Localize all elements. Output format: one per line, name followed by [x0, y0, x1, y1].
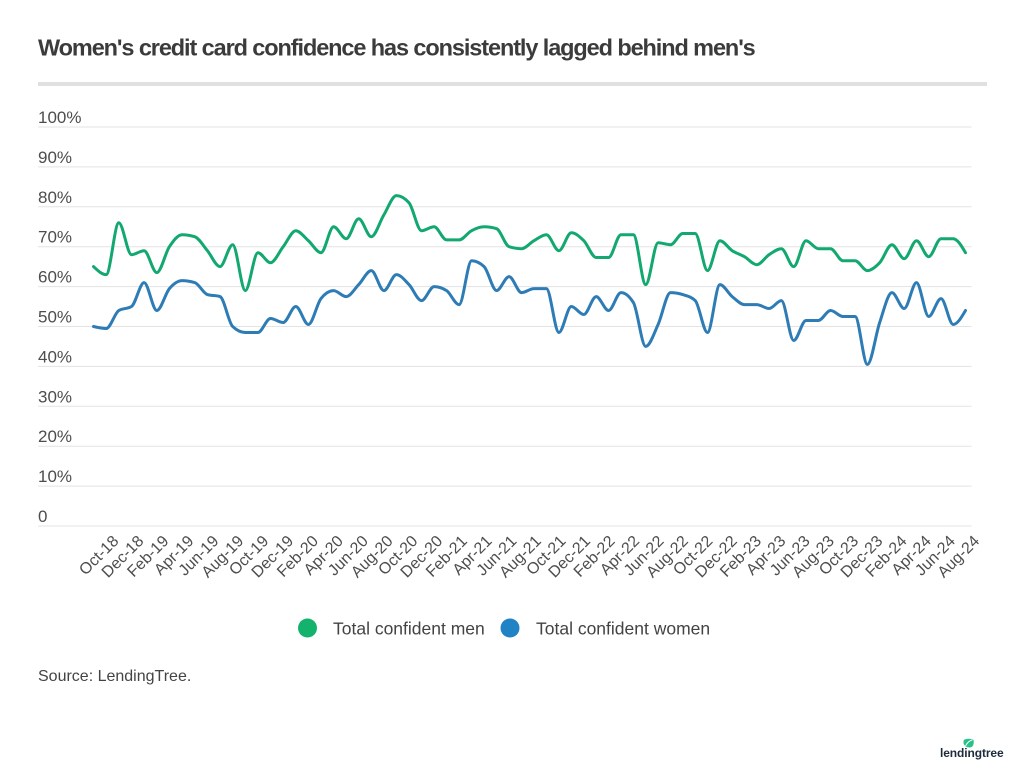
svg-text:40%: 40% — [38, 347, 72, 366]
svg-text:20%: 20% — [38, 427, 72, 446]
svg-text:50%: 50% — [38, 308, 72, 327]
svg-text:10%: 10% — [38, 467, 72, 486]
svg-text:Total confident women: Total confident women — [536, 619, 710, 639]
svg-text:0: 0 — [38, 507, 47, 526]
svg-text:Women's credit card confidence: Women's credit card confidence has consi… — [38, 35, 756, 61]
svg-text:80%: 80% — [38, 188, 72, 207]
svg-text:70%: 70% — [38, 228, 72, 247]
svg-text:lendingtree: lendingtree — [940, 746, 1004, 760]
svg-text:Source: LendingTree.: Source: LendingTree. — [38, 668, 191, 685]
svg-text:Total confident men: Total confident men — [333, 619, 485, 639]
svg-text:100%: 100% — [38, 108, 81, 127]
svg-text:30%: 30% — [38, 387, 72, 406]
svg-text:90%: 90% — [38, 148, 72, 167]
svg-text:60%: 60% — [38, 268, 72, 287]
